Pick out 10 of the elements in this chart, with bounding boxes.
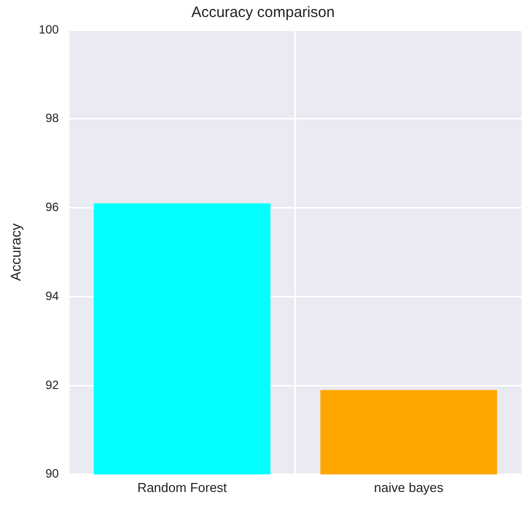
x-tick-label: Random Forest — [137, 480, 228, 495]
y-tick-label: 90 — [45, 466, 60, 481]
y-tick-label: 98 — [45, 111, 60, 126]
y-tick-label: 92 — [45, 378, 60, 392]
x-tick-label: naive bayes — [374, 480, 444, 495]
chart-title: Accuracy comparison — [191, 4, 335, 22]
y-tick-label: 100 — [38, 22, 60, 36]
y-tick-label: 96 — [45, 200, 60, 214]
y-tick-label: 94 — [45, 288, 60, 303]
y-axis-title: Accuracy — [7, 223, 24, 281]
